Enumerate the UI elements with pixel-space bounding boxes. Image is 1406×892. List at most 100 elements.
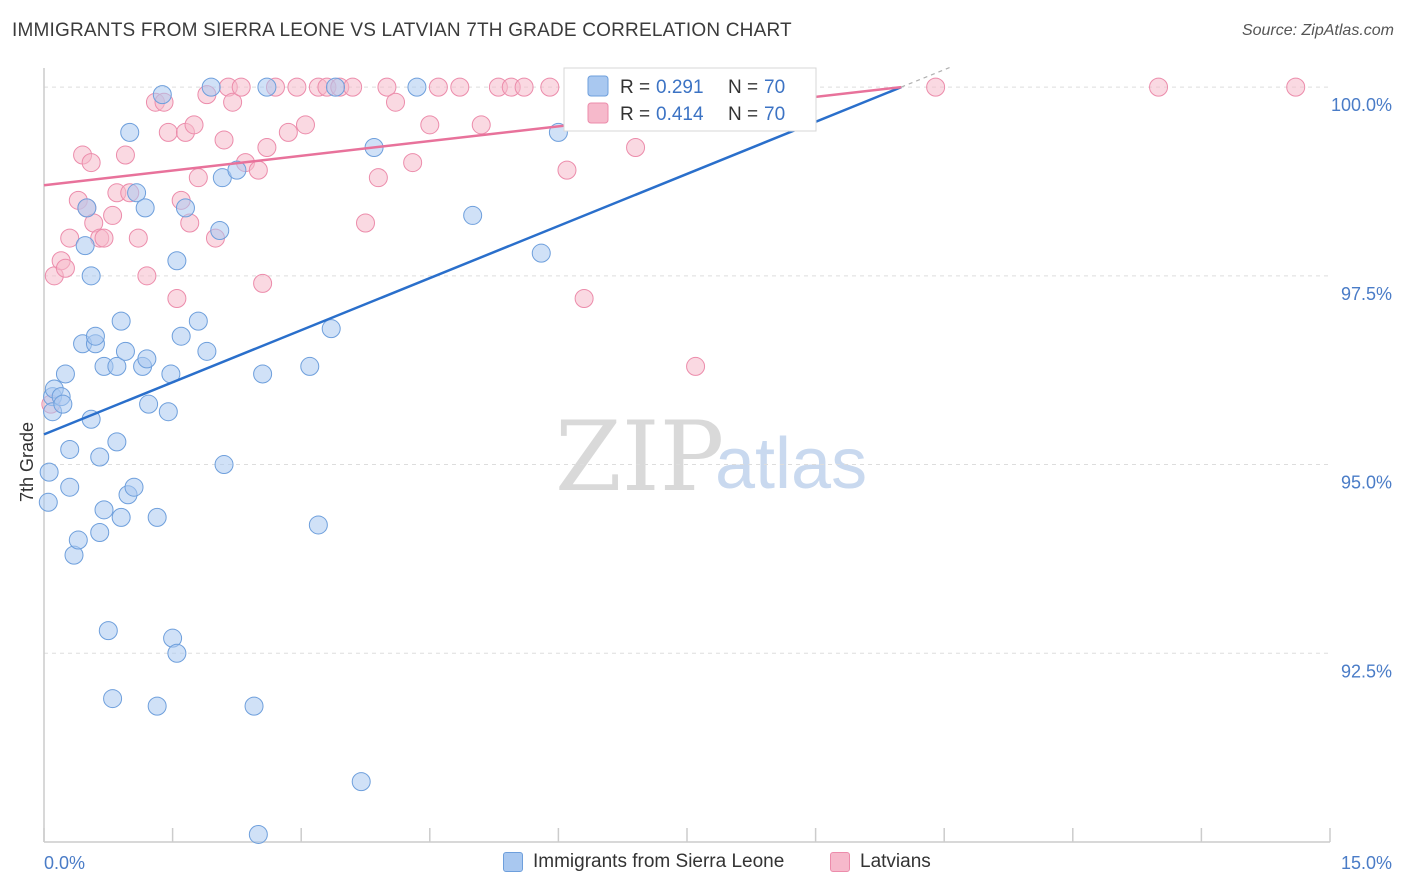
point-latvians-50 bbox=[420, 115, 440, 135]
point-latvians-31 bbox=[223, 92, 243, 112]
point-latvians-26 bbox=[188, 168, 208, 188]
point-sierra-leone-28 bbox=[111, 507, 131, 527]
point-sierra-leone-53 bbox=[214, 455, 234, 475]
point-sierra-leone-15 bbox=[81, 266, 101, 286]
point-sierra-leone-24 bbox=[103, 689, 123, 709]
legend-r-label-blue: R = bbox=[620, 77, 650, 98]
legend-r-label-pink: R = bbox=[620, 104, 650, 125]
point-latvians-67 bbox=[926, 77, 946, 97]
point-latvians-47 bbox=[377, 77, 397, 97]
point-sierra-leone-60 bbox=[308, 515, 328, 535]
point-sierra-leone-63 bbox=[351, 772, 371, 792]
point-sierra-leone-47 bbox=[175, 198, 195, 218]
legend-swatch-blue bbox=[587, 75, 609, 97]
point-sierra-leone-29 bbox=[115, 341, 135, 361]
point-sierra-leone-61 bbox=[321, 319, 341, 339]
point-latvians-69 bbox=[1286, 77, 1306, 97]
point-sierra-leone-9 bbox=[60, 439, 80, 459]
legend-r-value-blue: 0.291 bbox=[656, 77, 704, 98]
point-sierra-leone-41 bbox=[158, 402, 178, 422]
point-sierra-leone-27 bbox=[111, 311, 131, 331]
point-sierra-leone-23 bbox=[98, 621, 118, 641]
point-latvians-48 bbox=[386, 92, 406, 112]
legend-n-value-blue: 70 bbox=[764, 77, 785, 98]
watermark-atlas: atlas bbox=[715, 424, 867, 504]
point-sierra-leone-33 bbox=[127, 183, 147, 203]
point-latvians-45 bbox=[356, 213, 375, 233]
point-latvians-21 bbox=[167, 288, 187, 308]
point-latvians-52 bbox=[450, 77, 470, 97]
point-sierra-leone-0 bbox=[38, 492, 58, 512]
x-tick-labels: 0.0% 15.0% bbox=[44, 853, 1392, 873]
point-sierra-leone-35 bbox=[135, 198, 155, 218]
point-sierra-leone-55 bbox=[244, 696, 264, 716]
point-latvians-35 bbox=[253, 273, 273, 293]
point-latvians-44 bbox=[343, 77, 363, 97]
point-sierra-leone-18 bbox=[85, 326, 105, 346]
point-sierra-leone-6 bbox=[53, 394, 73, 414]
point-sierra-leone-8 bbox=[60, 477, 80, 497]
point-sierra-leone-56 bbox=[248, 824, 268, 844]
point-latvians-16 bbox=[128, 228, 148, 248]
legend-swatch-pink bbox=[587, 102, 609, 124]
point-sierra-leone-44 bbox=[167, 251, 187, 271]
series-legend: Immigrants from Sierra Leone Latvians bbox=[0, 851, 1406, 879]
trend-line-sierra-leone bbox=[43, 85, 902, 436]
point-latvians-8 bbox=[81, 153, 101, 173]
point-sierra-leone-37 bbox=[139, 394, 159, 414]
point-latvians-4 bbox=[60, 228, 80, 248]
point-latvians-46 bbox=[368, 168, 388, 188]
point-sierra-leone-32 bbox=[124, 477, 144, 497]
point-latvians-64 bbox=[686, 356, 706, 376]
point-sierra-leone-59 bbox=[300, 356, 320, 376]
point-sierra-leone-62 bbox=[325, 77, 345, 97]
point-sierra-leone-57 bbox=[253, 364, 273, 384]
point-latvians-17 bbox=[137, 266, 157, 286]
point-latvians-49 bbox=[403, 153, 423, 173]
legend-swatch-latvians bbox=[830, 852, 850, 872]
point-latvians-3 bbox=[55, 258, 75, 278]
point-latvians-51 bbox=[428, 77, 448, 97]
point-latvians-40 bbox=[295, 115, 315, 135]
point-sierra-leone-39 bbox=[147, 507, 167, 527]
point-latvians-36 bbox=[257, 137, 277, 157]
point-latvians-61 bbox=[626, 137, 646, 157]
point-sierra-leone-50 bbox=[201, 77, 221, 97]
x-tick-label-min: 0.0% bbox=[44, 853, 85, 873]
trend-extension-sierra-leone bbox=[901, 65, 953, 88]
point-latvians-38 bbox=[278, 122, 298, 142]
point-sierra-leone-48 bbox=[188, 311, 208, 331]
legend-item-sierra-leone: Immigrants from Sierra Leone bbox=[503, 851, 784, 873]
y-axis-label: 7th Grade bbox=[17, 422, 37, 502]
point-sierra-leone-54 bbox=[227, 160, 247, 180]
point-latvians-53 bbox=[471, 115, 491, 135]
point-sierra-leone-25 bbox=[107, 432, 127, 452]
x-tick-label-max: 15.0% bbox=[1341, 853, 1392, 873]
point-sierra-leone-40 bbox=[152, 85, 172, 105]
point-latvians-39 bbox=[287, 77, 307, 97]
point-sierra-leone-49 bbox=[197, 341, 217, 361]
legend-label-latvians: Latvians bbox=[860, 851, 931, 872]
point-sierra-leone-38 bbox=[147, 696, 167, 716]
point-sierra-leone-31 bbox=[120, 122, 140, 142]
point-sierra-leone-1 bbox=[39, 462, 59, 482]
legend-n-value-pink: 70 bbox=[764, 104, 785, 125]
legend-n-label-pink: N = bbox=[728, 104, 758, 125]
y-tick-labels: 92.5% 95.0% 97.5% 100.0% bbox=[1331, 95, 1392, 681]
point-sierra-leone-46 bbox=[171, 326, 191, 346]
point-sierra-leone-67 bbox=[531, 243, 551, 263]
legend-n-label-blue: N = bbox=[728, 77, 758, 98]
point-latvians-58 bbox=[557, 160, 577, 180]
y-tick-label-0: 92.5% bbox=[1341, 661, 1392, 681]
y-tick-label-1: 95.0% bbox=[1341, 473, 1392, 493]
point-sierra-leone-26 bbox=[107, 356, 127, 376]
point-latvians-59 bbox=[574, 288, 594, 308]
y-tick-label-2: 97.5% bbox=[1341, 284, 1392, 304]
watermark: ZIP atlas bbox=[555, 401, 867, 513]
chart-title: IMMIGRANTS FROM SIERRA LEONE VS LATVIAN … bbox=[12, 20, 792, 41]
point-latvians-68 bbox=[1149, 77, 1169, 97]
scatter-points bbox=[38, 77, 1306, 844]
legend-swatch-sierra-leone bbox=[503, 852, 523, 872]
point-sierra-leone-14 bbox=[77, 198, 97, 218]
